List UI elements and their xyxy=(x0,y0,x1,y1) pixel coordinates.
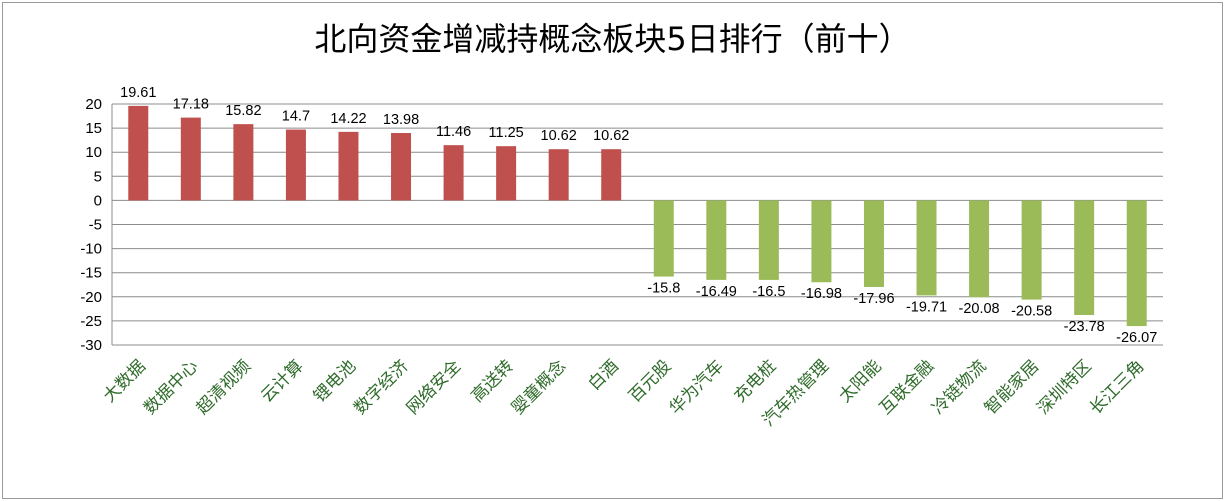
bar xyxy=(180,117,201,201)
bar xyxy=(969,200,990,298)
category-label: 超清视频 xyxy=(193,356,255,418)
bar xyxy=(443,145,464,201)
data-label: -26.07 xyxy=(1116,330,1157,346)
bar xyxy=(653,200,674,277)
y-tick-label: -5 xyxy=(89,217,102,234)
data-label: 14.22 xyxy=(330,111,366,127)
data-label: -16.49 xyxy=(696,284,737,300)
data-label: -23.78 xyxy=(1064,319,1105,335)
category-label: 数字经济 xyxy=(350,356,412,418)
data-label: 10.62 xyxy=(593,128,629,144)
bar xyxy=(496,146,517,201)
data-label: -17.96 xyxy=(853,291,894,307)
bar xyxy=(1126,200,1147,327)
category-label: 互联金融 xyxy=(876,356,938,418)
data-label: 11.46 xyxy=(436,124,471,140)
data-label: 15.82 xyxy=(225,103,261,119)
category-label: 华为汽车 xyxy=(666,356,728,418)
category-label: 网络安全 xyxy=(403,356,465,418)
bar xyxy=(285,129,306,201)
category-label: 白酒 xyxy=(585,356,623,394)
category-label: 深圳特区 xyxy=(1033,356,1095,418)
category-label: 冷链物流 xyxy=(928,356,990,418)
category-label: 智能家居 xyxy=(981,356,1043,418)
bar xyxy=(128,105,149,201)
data-label: -16.5 xyxy=(752,284,785,300)
y-tick-label: -15 xyxy=(80,265,102,282)
data-label: 17.18 xyxy=(173,97,209,113)
data-label: 13.98 xyxy=(383,112,419,128)
bar xyxy=(811,200,832,283)
category-label: 百元股 xyxy=(625,356,675,406)
chart-title: 北向资金增减持概念板块5日排行（前十） xyxy=(314,20,911,58)
bar xyxy=(338,131,359,201)
y-tick-label: -10 xyxy=(80,241,102,258)
bar xyxy=(1074,200,1095,316)
bar xyxy=(1021,200,1042,300)
data-label: -15.8 xyxy=(647,281,680,297)
bar xyxy=(758,200,779,280)
category-label: 充电桩 xyxy=(730,356,780,406)
y-tick-label: 20 xyxy=(85,96,102,113)
data-label: 11.25 xyxy=(489,125,524,141)
bar xyxy=(391,133,412,201)
data-label: 10.62 xyxy=(541,128,577,144)
y-tick-label: -20 xyxy=(80,289,102,306)
bar xyxy=(233,124,254,201)
category-label: 长江三角 xyxy=(1086,356,1148,418)
bar xyxy=(706,200,727,280)
data-label: -20.58 xyxy=(1011,304,1052,320)
y-tick-label: -25 xyxy=(80,313,102,330)
y-tick-label: -30 xyxy=(80,337,102,354)
data-label: 19.61 xyxy=(120,85,156,101)
bar xyxy=(916,200,937,296)
category-label: 云计算 xyxy=(257,356,307,406)
y-tick-label: 15 xyxy=(85,120,102,137)
y-tick-label: 5 xyxy=(94,168,102,185)
data-label: -16.98 xyxy=(801,286,842,302)
category-label: 大数据 xyxy=(100,356,150,406)
category-label: 婴童概念 xyxy=(507,356,570,419)
y-tick-label: 10 xyxy=(85,144,102,161)
category-label: 锂电池 xyxy=(310,356,360,406)
category-label: 数据中心 xyxy=(140,356,202,418)
data-label: -20.08 xyxy=(959,301,1000,317)
bar xyxy=(863,200,884,287)
y-tick-label: 0 xyxy=(94,192,102,209)
bar xyxy=(601,149,622,201)
data-label: 14.7 xyxy=(282,109,310,125)
bar xyxy=(548,149,569,201)
category-label: 太阳能 xyxy=(835,356,885,406)
data-label: -19.71 xyxy=(906,299,947,315)
category-label: 高送转 xyxy=(467,356,517,406)
